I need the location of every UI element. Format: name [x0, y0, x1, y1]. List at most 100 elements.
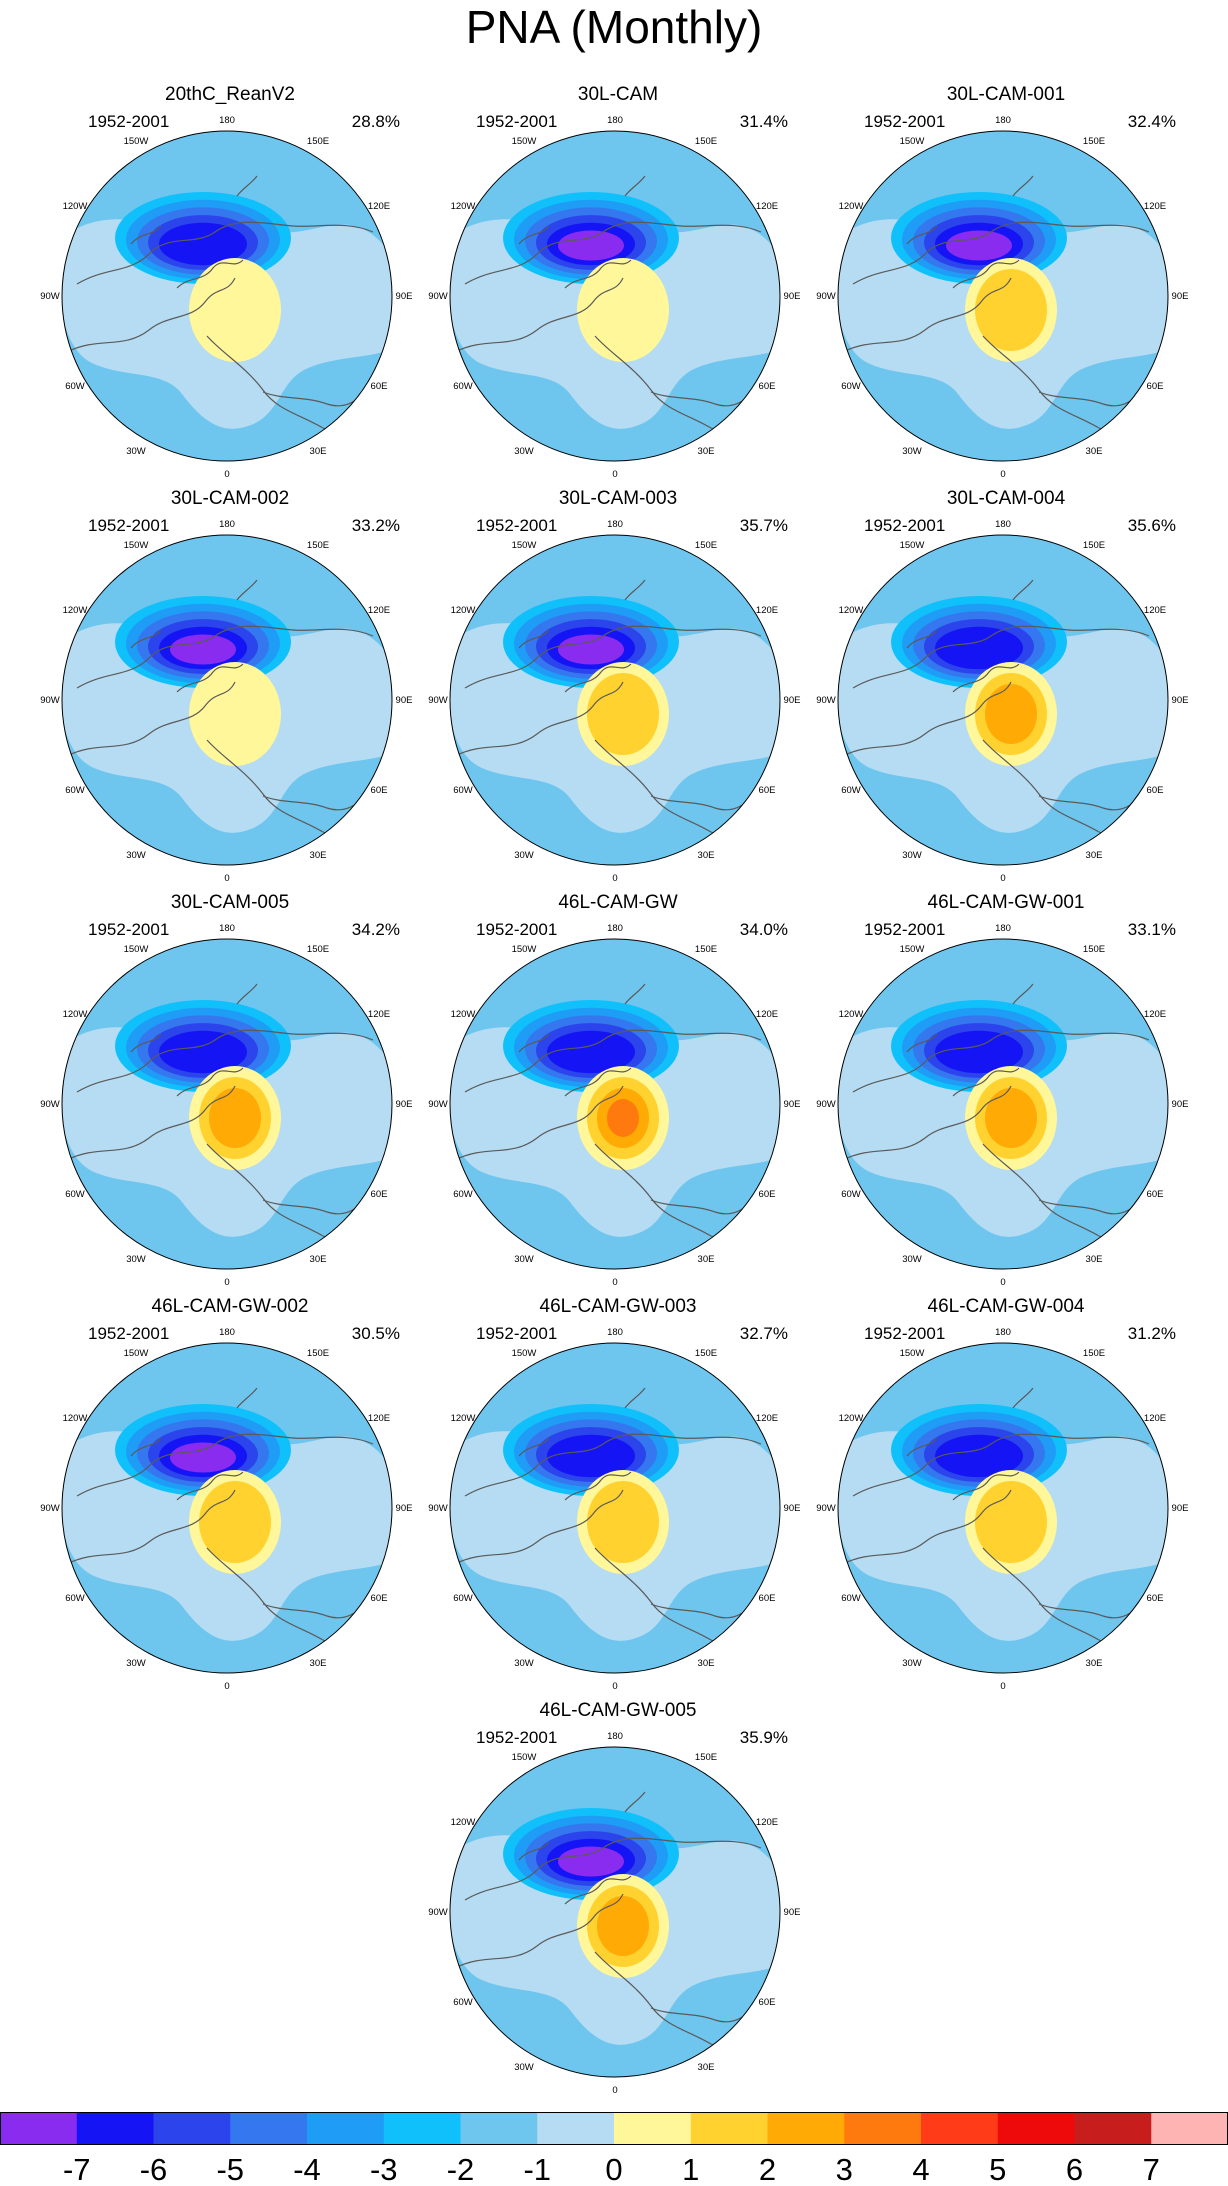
colorbar-swatch: [614, 2112, 692, 2145]
high-contour: [975, 1481, 1047, 1563]
longitude-label: 30W: [902, 446, 922, 457]
low-contour: [558, 1846, 624, 1877]
longitude-label: 0: [1000, 1681, 1005, 1692]
longitude-label: 150E: [695, 540, 717, 551]
longitude-label: 60E: [759, 381, 776, 392]
longitude-label: 60W: [453, 1189, 473, 1200]
longitude-label: 120E: [1144, 201, 1166, 212]
longitude-label: 150W: [900, 944, 925, 955]
longitude-label: 30E: [1086, 1658, 1103, 1669]
longitude-label: 180: [219, 1327, 235, 1338]
coastline: [518, 1437, 550, 1457]
longitude-label: 60W: [65, 1593, 85, 1604]
map-outline: [449, 130, 781, 462]
longitude-label: 120W: [63, 605, 88, 616]
longitude-label: 120E: [756, 1817, 778, 1828]
low-contour: [547, 1030, 635, 1074]
longitude-label: 90E: [1172, 1503, 1189, 1514]
longitude-label: 150E: [307, 944, 329, 955]
longitude-label: 60E: [759, 1189, 776, 1200]
coastline: [906, 225, 938, 245]
map-outline: [837, 130, 1169, 462]
longitude-label: 150E: [695, 1752, 717, 1763]
colorbar-swatch: [1074, 2112, 1152, 2145]
longitude-label: 120W: [451, 201, 476, 212]
longitude-label: 180: [607, 115, 623, 126]
coastline: [842, 1085, 1012, 1161]
colorbar-label: -1: [523, 2152, 551, 2186]
map-outline: [61, 938, 393, 1270]
coastline: [236, 175, 258, 197]
colorbar-label: 4: [912, 2152, 929, 2186]
longitude-label: 150E: [695, 136, 717, 147]
coastline: [952, 259, 1020, 289]
coastline: [454, 1893, 624, 1969]
coastline: [76, 625, 374, 689]
panel-title: 30L-CAM-005: [170, 892, 290, 913]
longitude-label: 120E: [1144, 605, 1166, 616]
longitude-label: 60E: [1147, 381, 1164, 392]
coastline: [842, 277, 1012, 353]
longitude-label: 0: [1000, 469, 1005, 480]
longitude-label: 30E: [310, 850, 327, 861]
colorbar-label: 6: [1066, 2152, 1083, 2186]
panel-period: 1952-2001: [864, 1324, 946, 1343]
colorbar-swatch: [230, 2112, 308, 2145]
longitude-label: 180: [219, 923, 235, 934]
longitude-label: 120E: [368, 1009, 390, 1020]
polar-map: 180 150E 120E 90E 60E 30E 0 30W 60W 90W 120W 150W: [40, 519, 412, 884]
panel-variance: 35.6%: [1127, 516, 1176, 535]
longitude-label: 150W: [512, 1348, 537, 1359]
coastline: [852, 221, 1150, 285]
colorbar-swatch: [1151, 2112, 1228, 2145]
low-contour: [935, 1030, 1023, 1074]
coastline: [624, 1387, 646, 1409]
coastline: [852, 625, 1150, 689]
panel-title: 46L-CAM-GW-001: [927, 892, 1085, 913]
longitude-label: 90E: [784, 291, 801, 302]
map-panel: 20thC_ReanV2 1952-2001 28.8% 180 150E 120E 90E…: [40, 80, 420, 480]
colorbar-swatch: [997, 2112, 1075, 2145]
low-contour: [935, 1434, 1023, 1478]
longitude-label: 30W: [514, 1254, 534, 1265]
longitude-label: 90E: [784, 1503, 801, 1514]
polar-map: 180 150E 120E 90E 60E 30E 0 30W 60W 90W 120W 150W: [816, 1327, 1189, 1692]
panel-period: 1952-2001: [476, 516, 558, 535]
longitude-label: 120E: [756, 1009, 778, 1020]
longitude-label: 180: [995, 1327, 1011, 1338]
longitude-label: 30E: [698, 446, 715, 457]
longitude-label: 90W: [40, 291, 60, 302]
high-contour: [587, 1481, 659, 1563]
longitude-label: 90E: [1172, 291, 1189, 302]
longitude-label: 180: [219, 115, 235, 126]
coastline: [906, 1033, 938, 1053]
map-panel: 30L-CAM-002 1952-2001 33.2% 180 150E 120E 90E 6…: [40, 484, 420, 884]
longitude-label: 30E: [310, 446, 327, 457]
coastline: [952, 1067, 1020, 1097]
longitude-label: 30E: [698, 1658, 715, 1669]
longitude-label: 90E: [396, 1099, 413, 1110]
colorbar-label: -4: [293, 2152, 321, 2186]
coastline: [1012, 983, 1034, 1005]
coastline: [176, 259, 244, 289]
map-outline: [61, 130, 393, 462]
longitude-label: 30E: [698, 1254, 715, 1265]
high-contour: [587, 673, 659, 755]
longitude-label: 150E: [695, 1348, 717, 1359]
longitude-label: 30E: [310, 1658, 327, 1669]
coastline: [130, 1437, 162, 1457]
longitude-label: 180: [995, 923, 1011, 934]
longitude-label: 30W: [514, 850, 534, 861]
coastline: [176, 663, 244, 693]
coastline: [564, 1875, 632, 1905]
polar-map: 180 150E 120E 90E 60E 30E 0 30W 60W 90W 120W 150W: [816, 115, 1189, 480]
high-contour: [577, 258, 669, 362]
longitude-label: 90W: [428, 695, 448, 706]
longitude-label: 60W: [65, 381, 85, 392]
panel-period: 1952-2001: [864, 920, 946, 939]
longitude-label: 60E: [759, 1997, 776, 2008]
coastline: [518, 1033, 550, 1053]
longitude-label: 90E: [784, 1099, 801, 1110]
longitude-label: 60W: [841, 381, 861, 392]
panel-period: 1952-2001: [864, 112, 946, 131]
